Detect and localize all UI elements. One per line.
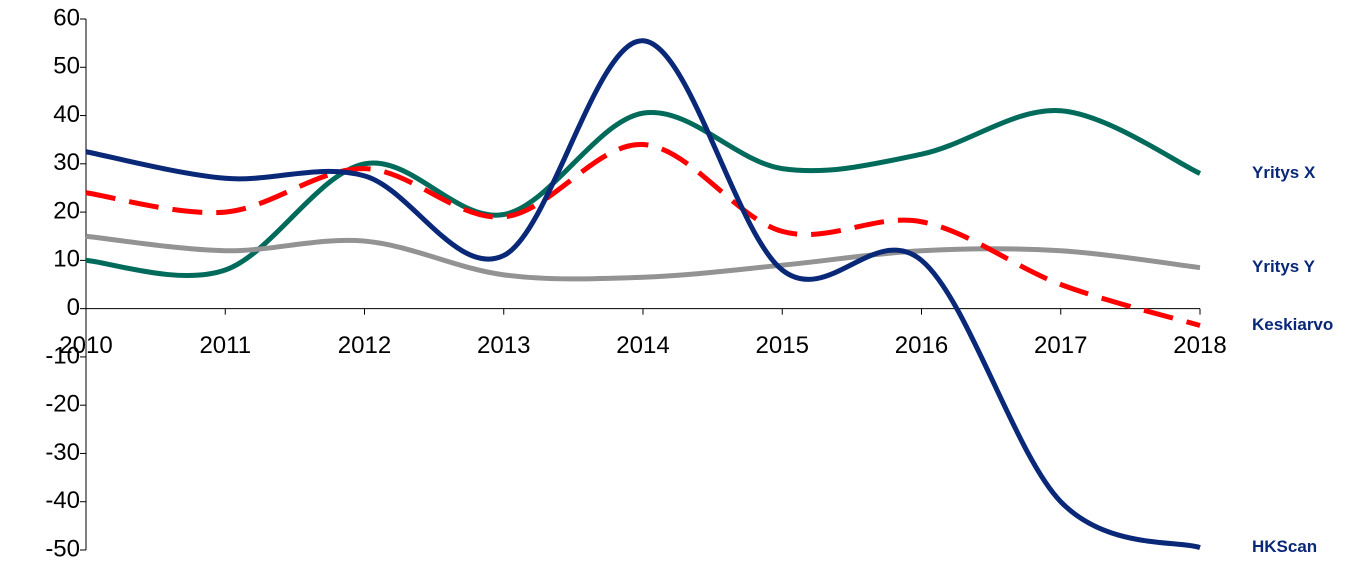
x-tick-label: 2011 — [199, 332, 251, 359]
x-tick-label: 2016 — [895, 332, 948, 359]
series-line — [85, 38, 1201, 550]
y-tick-label: 60 — [53, 4, 80, 31]
x-tick-label: 2018 — [1173, 332, 1226, 359]
series-line — [85, 108, 1202, 279]
y-tick-label: 40 — [53, 101, 80, 128]
series-label: HKScan — [1252, 537, 1317, 556]
x-tick-label: 2015 — [756, 332, 809, 359]
y-tick-label: -40 — [45, 487, 80, 514]
y-tick-label: -30 — [45, 439, 80, 466]
y-tick-label: -20 — [45, 391, 80, 418]
y-tick-label: 0 — [67, 294, 80, 321]
x-tick-label: 2012 — [338, 332, 391, 359]
series-label: Yritys X — [1252, 163, 1316, 182]
series-label: Yritys Y — [1252, 257, 1316, 276]
y-tick-label: 10 — [53, 246, 80, 273]
y-tick-label: 20 — [53, 197, 80, 224]
series-line — [85, 233, 1201, 282]
series-line — [85, 142, 1201, 328]
x-tick-label: 2014 — [616, 332, 669, 359]
series-label: Keskiarvo — [1252, 315, 1333, 334]
y-tick-label: 30 — [53, 149, 80, 176]
x-tick-label: 2010 — [59, 332, 112, 359]
y-tick-label: 50 — [53, 53, 80, 80]
x-tick-label: 2017 — [1034, 332, 1087, 359]
x-tick-label: 2013 — [477, 332, 530, 359]
y-tick-label: -50 — [45, 535, 80, 562]
y-tick-label: -10 — [45, 342, 80, 369]
